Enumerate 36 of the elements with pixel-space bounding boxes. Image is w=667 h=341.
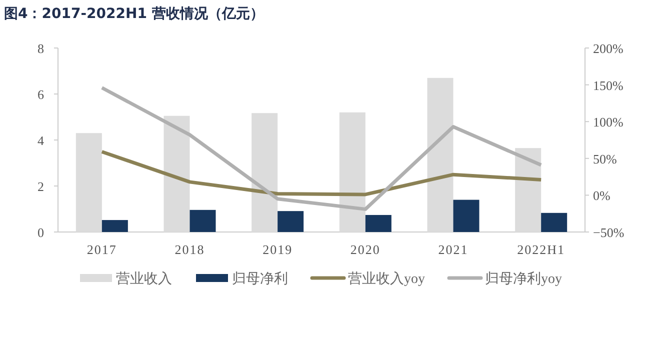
x-tick-label: 2019 [262,242,293,257]
y-tick-label: 8 [38,41,44,56]
y2-tick-label: 0% [593,188,610,204]
legend-label: 归母净利 [232,271,288,287]
bar [339,112,366,232]
bar [76,133,102,232]
line-series [100,150,543,196]
x-tick-label: 2020 [350,242,380,257]
legend-label: 归母净利yoy [485,271,562,287]
y2-tick-label: 50% [593,151,617,166]
bar [252,113,278,232]
bar [278,211,304,232]
y-tick-label: 2 [38,179,44,194]
bar [427,78,454,232]
y-tick-label: 4 [38,133,44,148]
bar [102,220,128,232]
y2-tick-label: 100% [593,114,624,130]
y2-tick-label: 200% [593,41,624,56]
x-tick-label: 2022H1 [517,242,566,257]
y2-tick-label: −50% [593,225,624,240]
bar [190,210,216,232]
line-series [100,86,543,211]
bar [453,200,480,232]
x-tick-label: 2021 [438,242,468,257]
bar [164,116,190,232]
chart-title: 图4：2017-2022H1 营收情况（亿元） [4,6,264,22]
bar [541,212,568,232]
y2-tick-label: 150% [593,78,624,93]
y-tick-label: 0 [38,225,44,240]
y-tick-label: 6 [38,87,44,102]
x-tick-label: 2017 [86,242,117,257]
bar [365,214,392,232]
legend-label: 营业收入yoy [348,271,425,287]
bar [515,148,542,232]
x-tick-label: 2018 [174,242,205,257]
legend-label: 营业收入 [116,271,172,287]
